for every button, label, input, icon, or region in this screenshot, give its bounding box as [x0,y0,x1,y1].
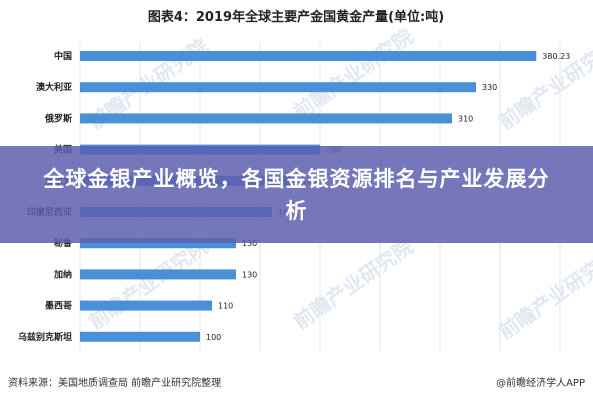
category-label: 墨西哥 [45,301,72,312]
bar [80,269,236,280]
value-label: 380.23 [542,52,570,61]
bar [80,300,212,311]
source-note: 资料来源：美国地质调查局 前瞻产业研究院整理 [8,376,221,389]
value-label: 130 [242,239,257,248]
brand-label: @前瞻经济学人APP [496,376,585,389]
value-label: 310 [458,114,473,123]
bar [80,238,236,249]
watermark-text: 前瞻产业研究院 [494,34,593,134]
bar [80,113,452,124]
headline-banner: 全球金银产业概览，各国金银资源排名与产业发展分析 [0,146,593,243]
watermark-text: 前瞻产业研究院 [84,234,212,334]
value-label: 100 [206,333,221,342]
watermark-text: 前瞻产业研究院 [289,234,417,334]
bar [80,82,476,93]
watermark-text: 前瞻产业研究院 [494,244,593,344]
category-label: 乌兹别克斯坦 [18,331,72,343]
category-label: 俄罗斯 [44,112,72,124]
value-label: 110 [218,302,233,311]
bar [80,51,537,61]
category-label: 中国 [54,50,72,62]
watermark-text: 前瞻产业研究院 [289,24,417,124]
bar [80,331,200,342]
category-label: 加纳 [53,268,72,280]
value-label: 330 [482,83,497,92]
chart-title: 图表4：2019年全球主要产金国黄金产量(单位:吨) [148,9,444,25]
headline-text: 全球金银产业概览，各国金银资源排名与产业发展分析 [43,166,550,223]
value-label: 130 [242,270,257,279]
category-label: 澳大利亚 [36,81,72,93]
